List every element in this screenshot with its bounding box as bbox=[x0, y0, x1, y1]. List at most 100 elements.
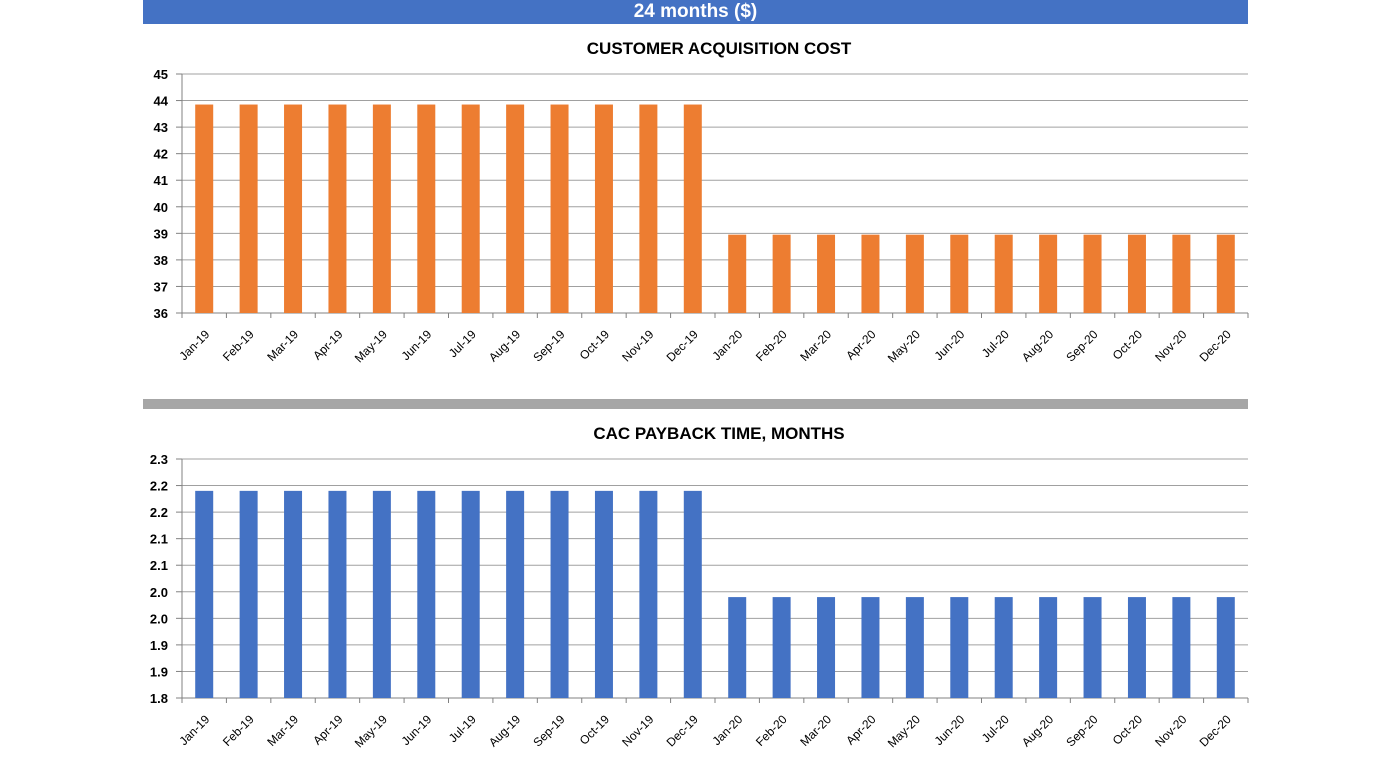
cac-x-tick-label: Jun-19 bbox=[399, 327, 435, 363]
cac-x-tick-label: Dec-19 bbox=[664, 327, 701, 364]
payback-bar bbox=[284, 490, 303, 698]
payback-x-tick-label: Sep-19 bbox=[530, 712, 567, 749]
payback-y-tick-label: 2.0 bbox=[150, 585, 168, 600]
cac-x-tick-label: Jan-20 bbox=[709, 327, 745, 363]
cac-bar bbox=[772, 234, 791, 313]
cac-y-tick-label: 44 bbox=[154, 94, 169, 109]
cac-bar bbox=[1172, 234, 1191, 313]
payback-bar bbox=[239, 490, 258, 698]
cac-bar bbox=[550, 104, 569, 314]
payback-x-tick-label: Apr-19 bbox=[310, 712, 346, 748]
payback-bar bbox=[1083, 597, 1102, 698]
cac-bar bbox=[594, 104, 613, 314]
payback-bar bbox=[817, 597, 836, 698]
cac-bar bbox=[1127, 234, 1146, 313]
cac-bar bbox=[905, 234, 924, 313]
payback-x-tick-label: Apr-20 bbox=[843, 712, 879, 748]
cac-x-tick-label: Feb-19 bbox=[220, 327, 257, 364]
payback-bar bbox=[372, 490, 391, 698]
payback-x-tick-label: Aug-20 bbox=[1019, 712, 1056, 749]
cac-bar bbox=[506, 104, 525, 314]
payback-x-tick-label: Nov-19 bbox=[619, 712, 656, 749]
cac-x-tick-label: Apr-19 bbox=[310, 327, 346, 363]
cac-bar bbox=[994, 234, 1013, 313]
cac-bar bbox=[328, 104, 347, 314]
payback-y-tick-label: 2.0 bbox=[150, 611, 168, 626]
customer-acquisition-cost-chart: CUSTOMER ACQUISITION COST 36 37 38 39 40 41 42 4… bbox=[154, 39, 1249, 365]
payback-bar bbox=[772, 597, 791, 698]
payback-bar bbox=[1039, 597, 1058, 698]
payback-bar bbox=[994, 597, 1013, 698]
payback-bar bbox=[905, 597, 924, 698]
header-title: 24 months ($) bbox=[143, 0, 1248, 24]
cac-bar bbox=[639, 104, 658, 314]
cac-y-tick-label: 36 bbox=[154, 306, 168, 321]
cac-x-tick-label: Nov-20 bbox=[1152, 327, 1189, 364]
payback-bar bbox=[683, 490, 702, 698]
payback-y-tick-label: 2.2 bbox=[150, 479, 168, 494]
cac-bar bbox=[195, 104, 214, 314]
cac-bar bbox=[950, 234, 969, 313]
payback-bar bbox=[417, 490, 436, 698]
cac-bar bbox=[683, 104, 702, 314]
cac-bar bbox=[1039, 234, 1058, 313]
payback-bar bbox=[728, 597, 747, 698]
cac-chart-title: CUSTOMER ACQUISITION COST bbox=[587, 39, 852, 58]
payback-chart-title: CAC PAYBACK TIME, MONTHS bbox=[593, 424, 844, 443]
cac-y-tick-label: 39 bbox=[154, 226, 168, 241]
payback-x-tick-label: Oct-19 bbox=[577, 712, 613, 748]
payback-x-tick-label: Jul-20 bbox=[979, 712, 1012, 745]
payback-y-tick-label: 2.2 bbox=[150, 505, 168, 520]
cac-y-tick-label: 37 bbox=[154, 279, 168, 294]
payback-bar bbox=[1172, 597, 1191, 698]
payback-bar bbox=[550, 490, 569, 698]
payback-y-tick-label: 1.9 bbox=[150, 664, 168, 679]
payback-bar bbox=[328, 490, 347, 698]
cac-y-tick-label: 40 bbox=[154, 200, 168, 215]
payback-x-tick-label: Sep-20 bbox=[1063, 712, 1100, 749]
payback-bar bbox=[506, 490, 525, 698]
cac-x-tick-label: Nov-19 bbox=[619, 327, 656, 364]
cac-x-tick-label: Feb-20 bbox=[753, 327, 790, 364]
payback-x-tick-label: May-20 bbox=[885, 712, 923, 750]
cac-y-tick-label: 41 bbox=[154, 173, 168, 188]
cac-bar bbox=[728, 234, 747, 313]
cac-x-tick-label: Sep-20 bbox=[1063, 327, 1100, 364]
section-divider bbox=[143, 399, 1248, 409]
cac-x-tick-label: Dec-20 bbox=[1197, 327, 1234, 364]
payback-x-tick-label: Jun-20 bbox=[932, 712, 968, 748]
cac-x-tick-label: Jul-19 bbox=[446, 327, 479, 360]
payback-x-tick-label: Dec-20 bbox=[1197, 712, 1234, 749]
payback-bar bbox=[1216, 597, 1235, 698]
payback-bar bbox=[594, 490, 613, 698]
payback-x-tick-label: Feb-20 bbox=[753, 712, 790, 749]
payback-x-tick-label: Dec-19 bbox=[664, 712, 701, 749]
cac-bar bbox=[1216, 234, 1235, 313]
cac-x-tick-label: Aug-20 bbox=[1019, 327, 1056, 364]
payback-bar bbox=[195, 490, 214, 698]
cac-x-tick-label: Sep-19 bbox=[530, 327, 567, 364]
payback-x-tick-label: Aug-19 bbox=[486, 712, 523, 749]
cac-x-tick-label: Oct-19 bbox=[577, 327, 613, 363]
payback-x-tick-label: Feb-19 bbox=[220, 712, 257, 749]
cac-payback-time-chart: CAC PAYBACK TIME, MONTHS 1.8 1.9 1.9 2.0 2.0 2… bbox=[150, 424, 1249, 750]
payback-y-tick-label: 2.3 bbox=[150, 452, 168, 467]
cac-bar bbox=[239, 104, 258, 314]
cac-x-tick-label: Jun-20 bbox=[932, 327, 968, 363]
payback-x-tick-label: Mar-20 bbox=[797, 712, 834, 749]
cac-bar bbox=[817, 234, 836, 313]
payback-x-tick-label: May-19 bbox=[352, 712, 390, 750]
payback-y-tick-label: 2.1 bbox=[150, 532, 168, 547]
cac-x-tick-label: Jan-19 bbox=[176, 327, 212, 363]
payback-bar bbox=[861, 597, 880, 698]
cac-x-tick-label: Jul-20 bbox=[979, 327, 1012, 360]
cac-bar bbox=[1083, 234, 1102, 313]
payback-bar bbox=[461, 490, 480, 698]
payback-x-tick-label: Mar-19 bbox=[264, 712, 301, 749]
cac-x-tick-label: Mar-20 bbox=[797, 327, 834, 364]
cac-bar bbox=[461, 104, 480, 314]
payback-x-tick-label: Jan-19 bbox=[176, 712, 212, 748]
cac-x-tick-label: Apr-20 bbox=[843, 327, 879, 363]
payback-x-tick-label: Jan-20 bbox=[709, 712, 745, 748]
payback-y-tick-label: 2.1 bbox=[150, 558, 168, 573]
